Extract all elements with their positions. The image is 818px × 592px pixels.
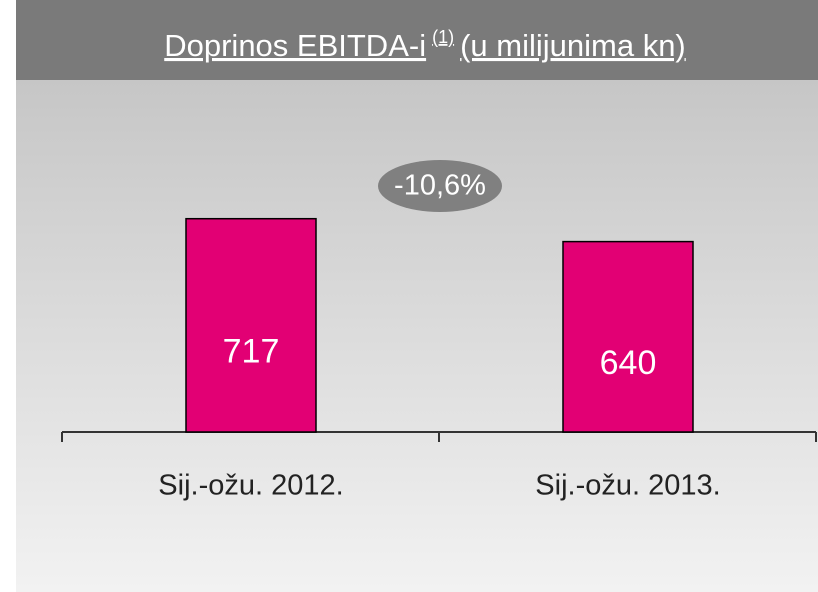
title-main: Doprinos EBITDA-i — [164, 28, 426, 63]
bar — [185, 217, 317, 433]
annotation: -10,6% — [394, 170, 486, 202]
bar — [562, 240, 694, 433]
title-superscript: (1) — [432, 27, 454, 47]
chart-title: Doprinos EBITDA-i (1) (u milijunima kn) — [164, 27, 686, 63]
value-label: 717 — [223, 332, 280, 370]
x-tick-label: Sij.-ožu. 2012. — [158, 470, 343, 502]
value-label: 640 — [600, 344, 657, 382]
plot-background — [16, 78, 818, 592]
annotation-bubble — [378, 160, 502, 212]
title-suffix: (u milijunima kn) — [460, 28, 686, 63]
title-bar — [16, 0, 818, 80]
x-tick-label: Sij.-ožu. 2013. — [535, 470, 720, 502]
